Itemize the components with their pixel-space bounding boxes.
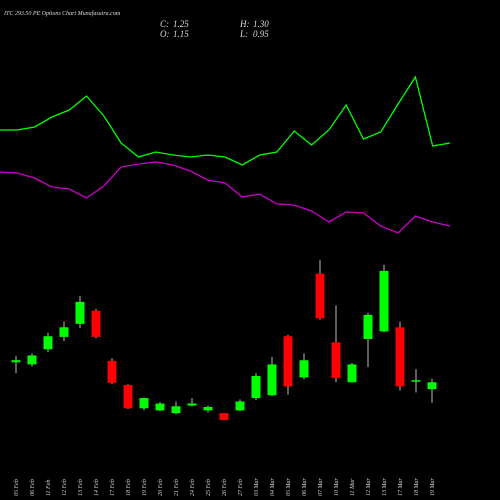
candle-body — [43, 336, 53, 350]
info-value: 0.95 — [253, 29, 269, 39]
candle-body — [203, 406, 213, 411]
x-tick-label: 10 Mar — [334, 478, 340, 496]
x-tick-label: 20 Feb — [158, 479, 164, 496]
candle-body — [395, 327, 405, 387]
candle-body — [59, 327, 69, 337]
x-tick-label: 26 Feb — [222, 479, 228, 496]
x-tick-label: 12 Mar — [366, 478, 372, 496]
candle-body — [379, 270, 389, 332]
candle-body — [75, 301, 85, 324]
indicator-line — [0, 161, 451, 234]
x-tick-label: 05 Feb — [14, 479, 20, 496]
x-tick-label: 14 Feb — [93, 479, 100, 496]
x-tick-label: 07 Mar — [318, 478, 324, 496]
x-tick-label: 17 Mar — [398, 478, 404, 496]
candle-body — [11, 360, 21, 363]
indicator-line — [0, 75, 451, 166]
x-tick-label: 27 Feb — [238, 479, 244, 496]
x-tick-label: 24 Feb — [189, 479, 196, 496]
candle-body — [123, 384, 133, 409]
info-label: H: — [239, 19, 250, 29]
x-tick-label: 13 Feb — [78, 479, 84, 496]
candle-body — [331, 342, 341, 379]
info-value: 1.15 — [173, 29, 189, 39]
candle-body — [347, 364, 357, 383]
info-value: 1.30 — [253, 19, 269, 29]
x-tick-label: 17 Feb — [110, 479, 116, 496]
candle-body — [219, 413, 229, 420]
x-tick-label: 05 Mar — [286, 478, 292, 496]
candle-body — [363, 314, 373, 339]
candle-body — [155, 403, 165, 411]
chart-title: ITC 293.50 PE Options Chart Munafasutra.… — [3, 10, 121, 17]
x-tick-label: 21 Feb — [174, 479, 180, 496]
candle-body — [91, 310, 101, 337]
info-label: C: — [160, 19, 169, 29]
info-label: O: — [160, 29, 170, 39]
x-tick-label: 13 Mar — [382, 478, 388, 496]
x-tick-label: 11 Feb — [46, 480, 52, 496]
candle-body — [267, 364, 277, 396]
candle-body — [187, 403, 197, 406]
x-tick-label: 25 Feb — [206, 479, 212, 496]
info-label: L: — [239, 29, 248, 39]
x-tick-label: 06 Mar — [302, 478, 308, 496]
candle-body — [171, 406, 181, 414]
candle-body — [27, 355, 37, 365]
candle-body — [283, 336, 293, 387]
candle-body — [315, 273, 325, 319]
x-tick-label: 06 Feb — [30, 479, 36, 496]
x-tick-label: 19 Feb — [142, 479, 148, 496]
x-tick-label: 18 Mar — [414, 478, 420, 496]
x-tick-label: 03 Mar — [254, 478, 260, 496]
x-tick-label: 19 Mar — [430, 478, 436, 496]
info-value: 1.25 — [173, 19, 189, 29]
x-tick-label: 18 Feb — [126, 479, 132, 496]
x-tick-label: 12 Feb — [62, 479, 68, 496]
x-tick-label: 04 Mar — [269, 478, 276, 496]
candle-body — [139, 398, 149, 409]
candle-body — [427, 382, 437, 390]
x-tick-label: 11 Mar — [350, 478, 356, 496]
candle-body — [251, 376, 261, 399]
candle-body — [107, 360, 117, 383]
candle-body — [411, 380, 421, 382]
candle-body — [299, 360, 309, 378]
candle-body — [235, 401, 245, 411]
